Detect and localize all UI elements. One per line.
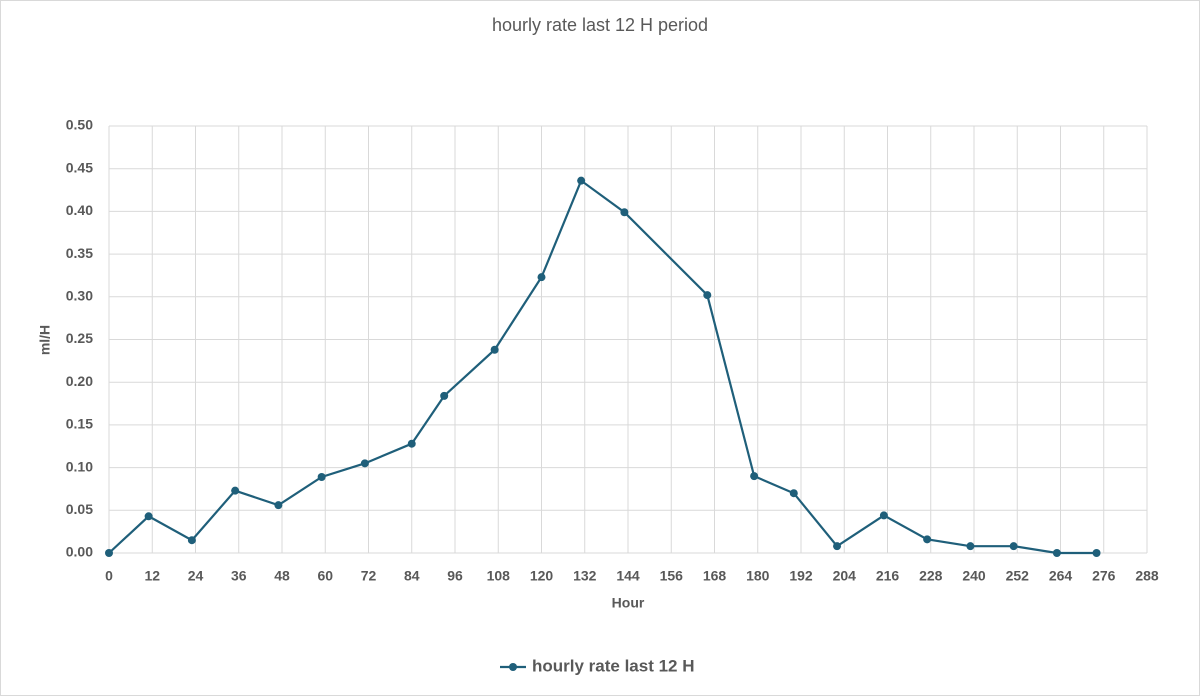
data-point: [440, 391, 449, 400]
data-point: [360, 459, 369, 468]
data-point: [833, 542, 842, 551]
data-point: [187, 536, 196, 545]
data-point: [703, 291, 712, 300]
x-tick-label: 84: [404, 568, 420, 584]
y-tick-label: 0.40: [66, 202, 93, 218]
data-point: [105, 549, 113, 557]
x-tick-label: 288: [1135, 568, 1159, 584]
data-point: [1009, 542, 1018, 551]
data-point: [231, 486, 240, 495]
x-tick-label: 48: [274, 568, 290, 584]
x-tick-label: 156: [660, 568, 684, 584]
data-point: [1052, 549, 1061, 557]
data-point: [1092, 549, 1101, 557]
x-tick-label: 36: [231, 568, 247, 584]
x-tick-label: 168: [703, 568, 727, 584]
x-tick-label: 264: [1049, 568, 1073, 584]
y-tick-label: 0.30: [66, 288, 93, 304]
x-tick-label: 240: [962, 568, 986, 584]
x-tick-label: 204: [833, 568, 857, 584]
y-tick-label: 0.35: [66, 245, 93, 261]
data-point: [490, 345, 499, 354]
data-point: [317, 472, 326, 481]
data-point: [144, 512, 153, 521]
x-tick-label: 228: [919, 568, 943, 584]
data-point: [577, 176, 586, 185]
y-tick-label: 0.45: [66, 159, 93, 175]
data-point: [789, 489, 798, 498]
y-tick-label: 0.05: [66, 501, 93, 517]
x-axis-label: Hour: [612, 595, 645, 611]
x-tick-label: 276: [1092, 568, 1116, 584]
x-tick-label: 12: [144, 568, 160, 584]
y-tick-label: 0.15: [66, 416, 93, 432]
data-point: [966, 542, 975, 551]
x-tick-label: 144: [616, 568, 640, 584]
y-axis-label: ml/H: [37, 325, 53, 355]
x-tick-label: 252: [1006, 568, 1030, 584]
x-tick-label: 120: [530, 568, 554, 584]
x-tick-label: 60: [317, 568, 333, 584]
x-tick-label: 24: [188, 568, 204, 584]
data-point: [879, 511, 888, 520]
chart-title: hourly rate last 12 H period: [492, 15, 708, 35]
legend-marker: [509, 663, 517, 671]
data-point: [407, 439, 416, 448]
x-tick-label: 108: [487, 568, 511, 584]
y-tick-label: 0.20: [66, 373, 93, 389]
data-point: [923, 535, 932, 544]
x-tick-label: 72: [361, 568, 377, 584]
y-tick-label: 0.50: [66, 117, 93, 133]
y-tick-label: 0.10: [66, 458, 93, 474]
x-tick-label: 96: [447, 568, 463, 584]
x-tick-label: 0: [105, 568, 113, 584]
x-tick-label: 180: [746, 568, 770, 584]
x-tick-label: 192: [789, 568, 813, 584]
y-tick-label: 0.25: [66, 330, 93, 346]
data-point: [537, 273, 546, 282]
data-point: [750, 472, 759, 481]
data-point: [274, 501, 283, 510]
data-point: [620, 208, 629, 217]
y-tick-label: 0.00: [66, 544, 93, 560]
legend-label: hourly rate last 12 H: [532, 656, 695, 675]
x-tick-label: 216: [876, 568, 900, 584]
x-tick-label: 132: [573, 568, 597, 584]
